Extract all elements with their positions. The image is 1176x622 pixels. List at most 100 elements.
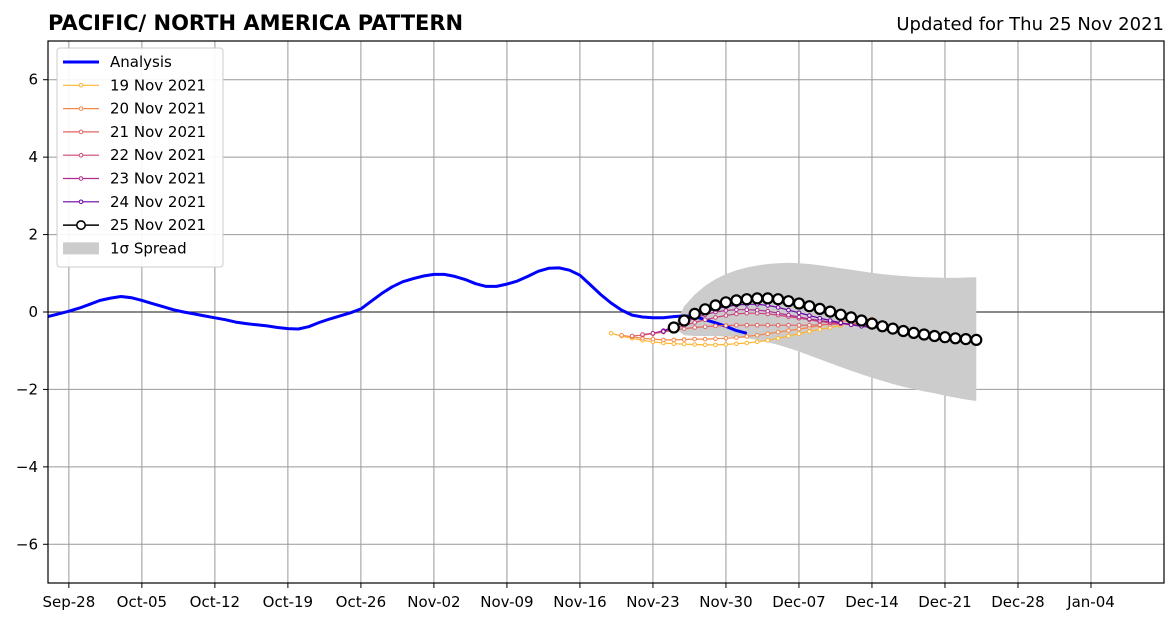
x-tick-label: Nov-02 <box>407 593 460 611</box>
y-tick-label: −2 <box>16 380 38 398</box>
x-tick-label: Dec-28 <box>991 593 1045 611</box>
y-tick-label: 0 <box>28 303 38 321</box>
x-tick-label: Nov-30 <box>699 593 752 611</box>
x-tick-label: Jan-04 <box>1066 593 1115 611</box>
forecast-point <box>734 341 739 347</box>
legend-marker <box>78 176 84 181</box>
forecast-point <box>661 329 666 334</box>
forecast-point <box>796 322 802 328</box>
legend-label: 24 Nov 2021 <box>110 193 206 211</box>
x-tick-label: Nov-23 <box>626 593 679 611</box>
forecast-point <box>671 337 677 343</box>
forecast-point <box>740 293 753 306</box>
forecast-point <box>938 331 952 344</box>
legend-label: 1σ Spread <box>110 239 187 257</box>
legend-marker <box>78 129 84 135</box>
forecast-point <box>608 331 614 336</box>
forecast-point <box>744 340 750 346</box>
forecast-point <box>803 300 816 313</box>
legend-label: 23 Nov 2021 <box>110 170 206 188</box>
x-tick-label: Sep-28 <box>42 593 95 611</box>
x-tick-label: Nov-09 <box>480 593 533 611</box>
forecast-point <box>692 336 698 342</box>
forecast-point <box>970 333 983 346</box>
forecast-point <box>917 328 931 341</box>
forecast-point <box>734 335 739 340</box>
forecast-point <box>678 314 691 327</box>
forecast-point <box>640 332 645 337</box>
forecast-point <box>792 297 806 310</box>
forecast-point <box>713 323 718 329</box>
forecast-point <box>734 307 739 313</box>
forecast-point <box>959 333 972 346</box>
forecast-point <box>765 322 771 328</box>
forecast-point <box>786 307 791 313</box>
legend-marker <box>76 220 87 231</box>
forecast-point <box>775 322 781 328</box>
forecast-point <box>713 315 718 320</box>
forecast-point <box>723 342 729 347</box>
forecast-point <box>702 317 708 323</box>
forecast-point <box>855 314 868 327</box>
forecast-point <box>734 322 739 328</box>
legend-swatch <box>63 242 99 255</box>
forecast-point <box>761 292 774 305</box>
forecast-point <box>865 317 879 330</box>
forecast-point <box>807 313 812 318</box>
forecast-point <box>838 320 844 326</box>
forecast-point <box>661 337 666 343</box>
forecast-point <box>796 326 802 332</box>
forecast-point <box>834 308 847 321</box>
forecast-point <box>796 314 802 320</box>
forecast-point <box>734 311 739 317</box>
x-tick-label: Dec-14 <box>845 593 899 611</box>
forecast-point <box>698 303 712 316</box>
forecast-point <box>775 305 781 310</box>
forecast-point <box>629 333 635 339</box>
legend-label: 25 Nov 2021 <box>110 216 206 234</box>
forecast-point <box>824 305 837 318</box>
forecast-point <box>709 299 722 312</box>
forecast-point <box>771 293 785 306</box>
x-tick-label: Oct-26 <box>336 593 386 611</box>
forecast-point <box>754 322 760 328</box>
forecast-point <box>848 322 854 328</box>
forecast-point <box>702 324 708 330</box>
forecast-point <box>817 315 823 321</box>
forecast-point <box>807 322 812 328</box>
forecast-point <box>765 308 771 314</box>
legend-marker <box>78 199 84 205</box>
legend-marker <box>78 152 84 158</box>
forecast-point <box>765 338 771 343</box>
forecast-point <box>650 336 656 342</box>
forecast-point <box>692 325 698 330</box>
y-tick-label: 2 <box>28 226 38 244</box>
forecast-point <box>786 333 791 339</box>
legend-label: 22 Nov 2021 <box>110 146 206 164</box>
forecast-point <box>681 337 687 342</box>
x-tick-label: Oct-12 <box>190 593 240 611</box>
forecast-point <box>786 328 791 333</box>
forecast-point <box>786 312 791 318</box>
forecast-point <box>886 322 899 335</box>
forecast-point <box>775 329 781 335</box>
x-tick-label: Dec-07 <box>772 593 826 611</box>
x-tick-label: Oct-05 <box>117 593 167 611</box>
forecast-point <box>713 336 718 342</box>
plot-area <box>48 262 983 401</box>
forecast-point <box>723 313 729 318</box>
x-tick-label: Dec-21 <box>918 593 972 611</box>
y-tick-label: 6 <box>28 71 38 89</box>
x-tick-label: Oct-19 <box>263 593 313 611</box>
forecast-point <box>619 332 624 338</box>
forecast-point <box>775 310 781 316</box>
legend-marker <box>78 106 84 111</box>
forecast-point <box>949 332 962 345</box>
chart-title: PACIFIC/ NORTH AMERICA PATTERN <box>48 11 463 35</box>
forecast-point <box>744 307 750 313</box>
forecast-point <box>688 307 701 320</box>
forecast-point <box>692 342 698 347</box>
forecast-point <box>754 307 760 313</box>
analysis-line <box>48 266 748 335</box>
